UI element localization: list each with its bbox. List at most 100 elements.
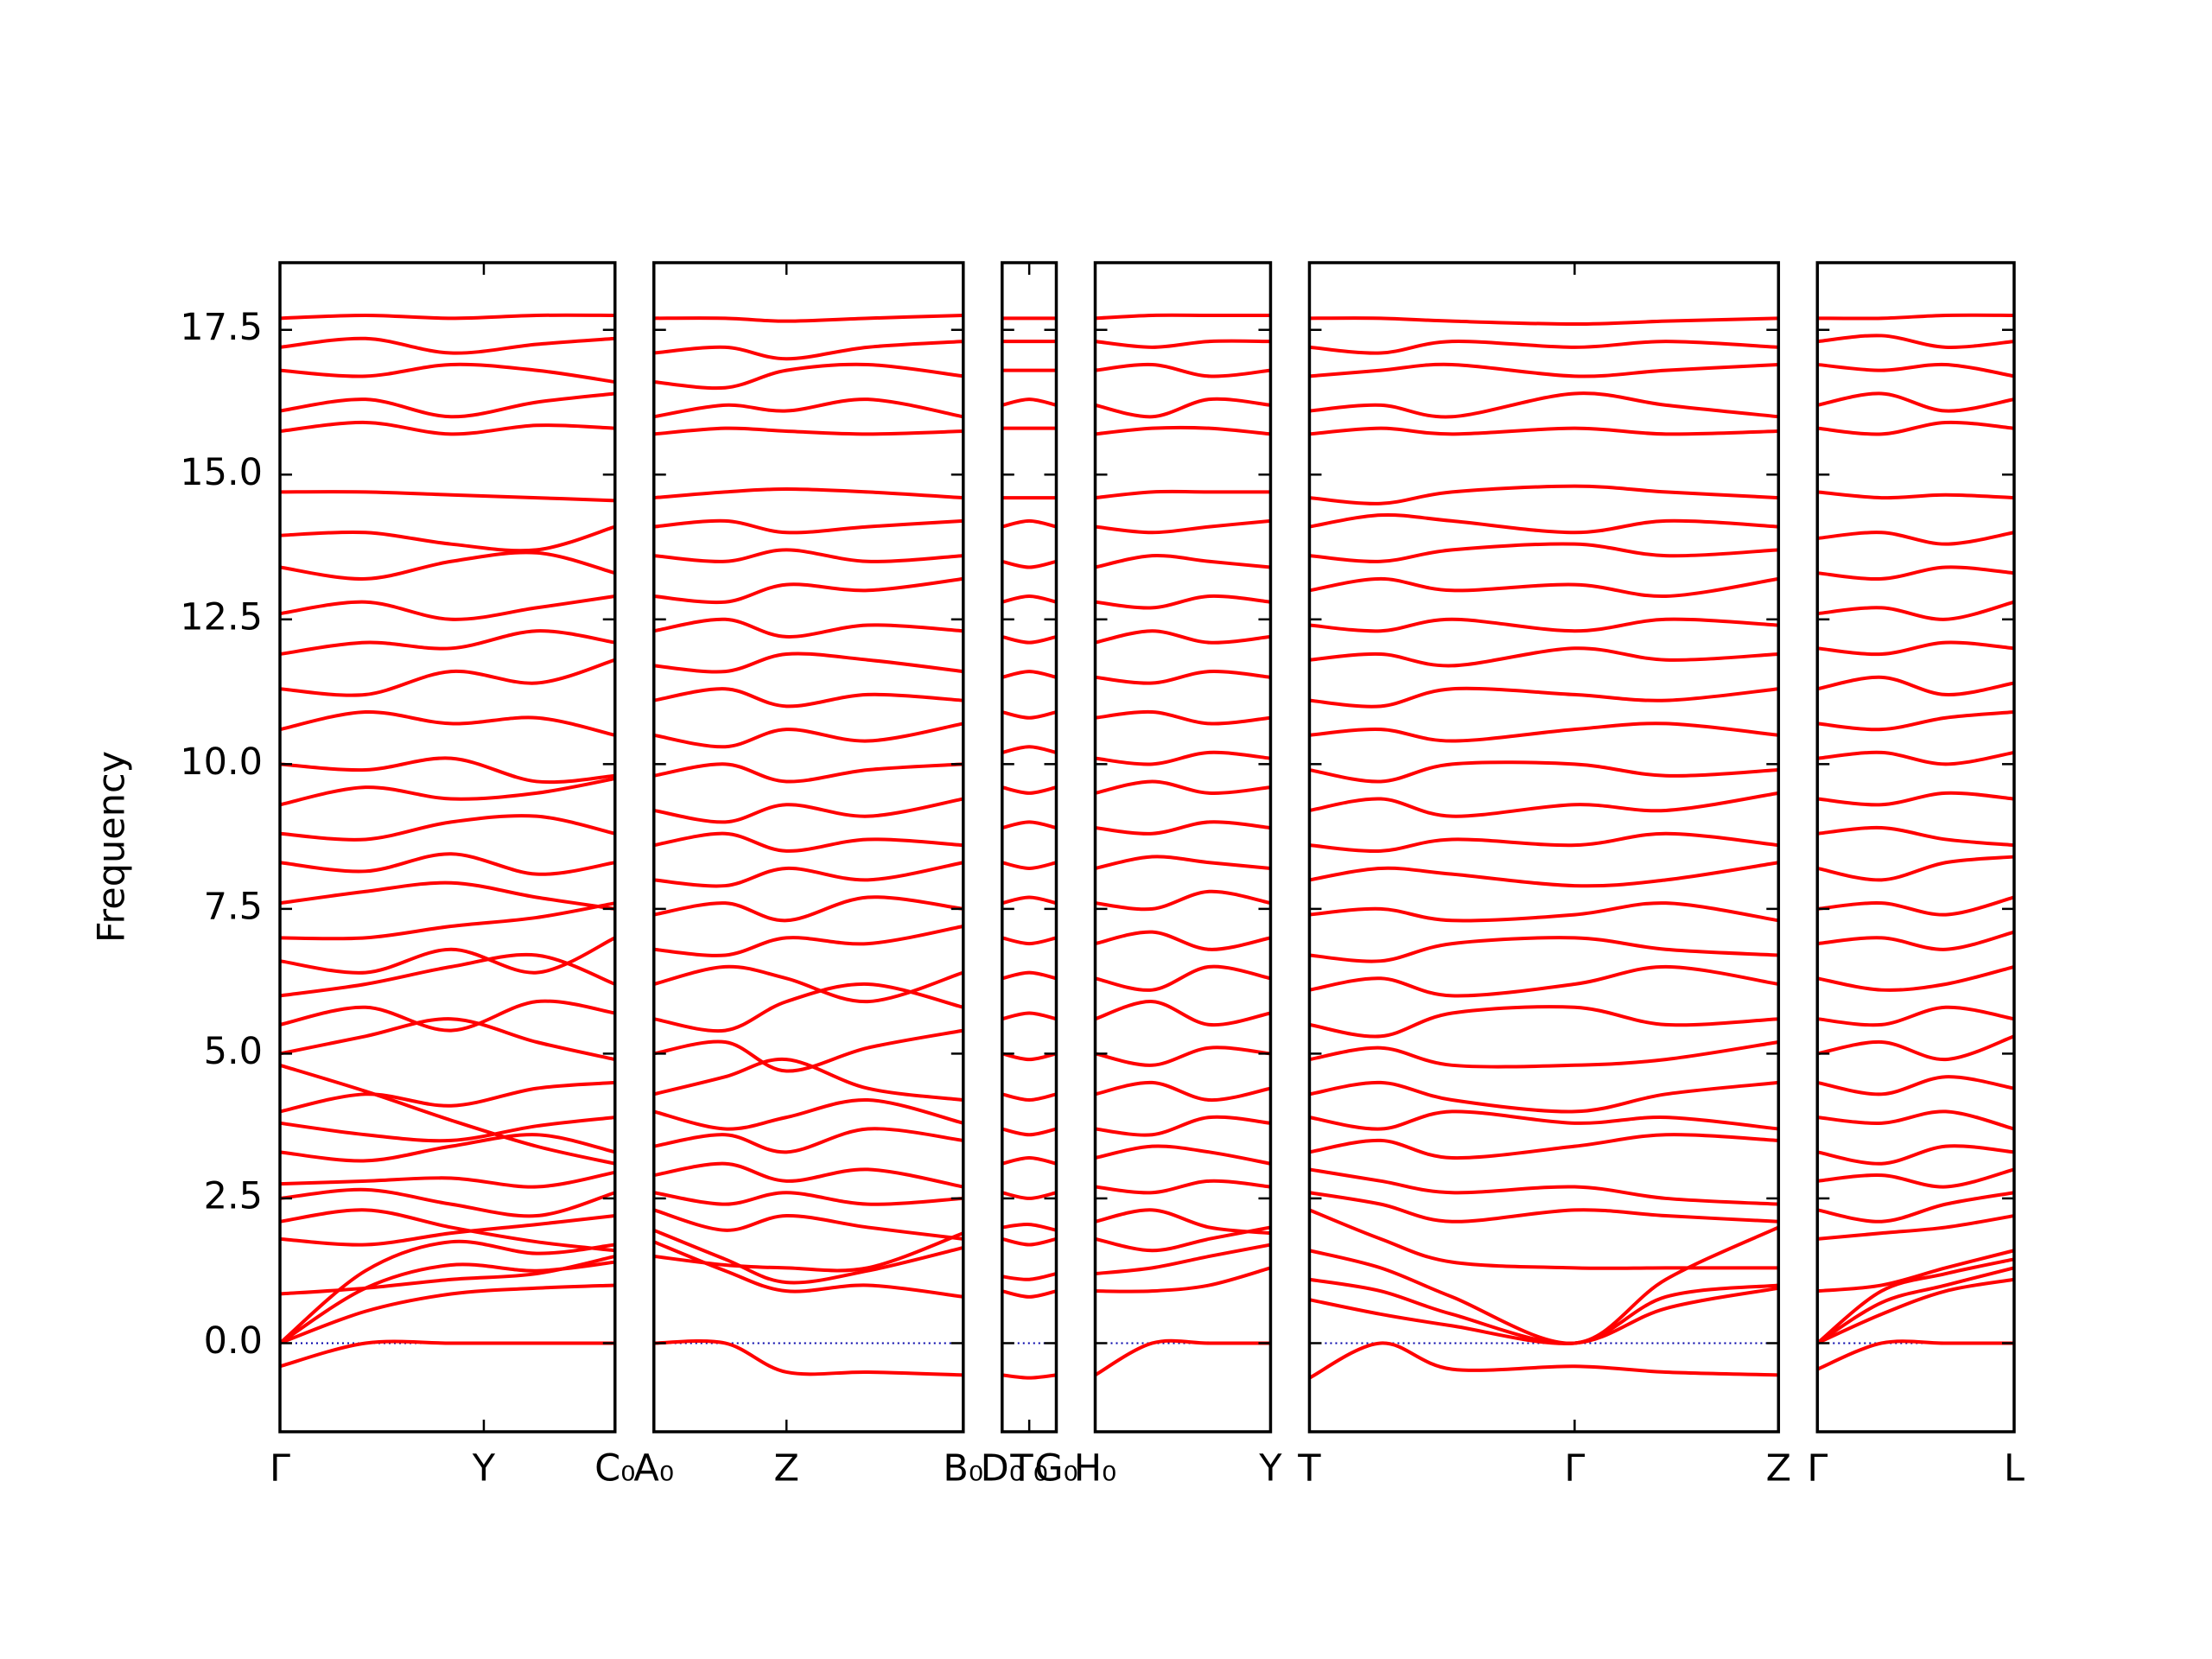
band-line: [1309, 861, 1779, 888]
band-line: [1309, 1191, 1779, 1224]
x-tick-label: H₀: [1074, 1447, 1117, 1491]
band-line: [1095, 1208, 1271, 1236]
band-line: [1001, 895, 1057, 906]
band-line: [1001, 1289, 1057, 1299]
band-line: [1309, 576, 1779, 599]
band-line: [1001, 1272, 1057, 1281]
band-line: [1001, 1127, 1057, 1137]
band-line: [1001, 559, 1057, 569]
band-line: [1817, 362, 2015, 378]
band-line: [1817, 334, 2015, 349]
band-line: [1095, 1243, 1271, 1276]
band-line: [1817, 313, 2015, 321]
band-line: [279, 852, 616, 876]
band-line: [1816, 1277, 2015, 1345]
band-line: [1095, 518, 1271, 535]
band-line: [1817, 1005, 2015, 1027]
y-tick-label: 12.5: [180, 595, 263, 639]
x-tick-label: L: [2004, 1447, 2024, 1491]
band-line: [1095, 855, 1271, 870]
band-line: [653, 1098, 964, 1131]
y-tick-label: 0.0: [204, 1319, 263, 1363]
band-line: [653, 762, 963, 784]
band-line: [279, 550, 616, 581]
y-tick-label: 5.0: [204, 1030, 263, 1073]
band-line: [1817, 930, 2015, 951]
band-line: [1001, 936, 1057, 946]
band-line: [279, 814, 616, 842]
band-line: [1001, 1011, 1057, 1021]
band-line: [1309, 1005, 1779, 1039]
band-line: [1816, 391, 2015, 413]
band-line: [653, 313, 963, 323]
x-tick-label: T₀: [1009, 1447, 1048, 1491]
band-line: [279, 391, 615, 419]
band-line: [1095, 339, 1271, 349]
band-line: [1309, 721, 1779, 743]
band-line: [1095, 1115, 1271, 1137]
band-line: [1816, 855, 2015, 882]
band-line: [653, 925, 964, 957]
band-line: [279, 1208, 615, 1253]
band-line: [1309, 1040, 1779, 1069]
x-tick-label: B₀: [943, 1447, 983, 1491]
band-line: [1817, 490, 2015, 500]
band-line: [1095, 670, 1271, 685]
band-line: [1001, 1052, 1057, 1062]
band-line: [279, 1080, 615, 1114]
band-line: [1817, 531, 2015, 546]
band-line: [1309, 760, 1779, 784]
band-line: [1001, 518, 1057, 529]
band-line: [653, 1057, 964, 1102]
y-axis-label: Frequency: [91, 751, 134, 943]
band-line: [1001, 745, 1057, 754]
band-line: [1095, 709, 1271, 726]
x-tick-label: A₀: [633, 1447, 674, 1491]
band-line: [1817, 600, 2015, 621]
band-line: [1095, 964, 1271, 992]
band-line: [1095, 594, 1271, 610]
band-line: [1001, 970, 1057, 981]
band-line: [1816, 964, 2015, 992]
band-line: [1308, 1208, 1779, 1270]
y-tick-label: 7.5: [204, 885, 263, 928]
band-line: [1309, 391, 1779, 419]
band-line: [1095, 1046, 1271, 1067]
band-line: [1816, 1257, 2015, 1345]
band-line: [653, 1161, 964, 1189]
band-line: [279, 1017, 616, 1062]
band-line: [1001, 785, 1057, 795]
band-line: [653, 797, 964, 824]
band-line: [1309, 426, 1779, 436]
band-line: [1817, 895, 2015, 917]
band-line: [1309, 513, 1779, 535]
band-line: [279, 1133, 616, 1163]
band-line: [1309, 936, 1779, 963]
band-line: [1309, 1133, 1779, 1160]
band-line: [653, 397, 964, 419]
band-line: [1817, 565, 2015, 581]
band-line: [1094, 1338, 1271, 1377]
band-line: [1308, 1341, 1779, 1380]
band-line: [1095, 397, 1271, 419]
band-line: [279, 594, 616, 621]
band-line: [1001, 820, 1057, 830]
band-line: [279, 1214, 615, 1247]
band-line: [653, 831, 963, 853]
band-line: [653, 721, 964, 749]
band-line: [1817, 710, 2015, 732]
band-line: [653, 1231, 964, 1273]
band-line: [1817, 825, 2015, 848]
band-line: [1095, 1179, 1271, 1195]
band-line: [279, 756, 615, 785]
band-line: [1095, 362, 1271, 378]
band-line: [279, 490, 615, 503]
x-tick-label: Γ: [1807, 1447, 1827, 1491]
band-line: [653, 617, 963, 639]
band-line: [653, 1191, 963, 1206]
band-line: [279, 336, 615, 355]
band-line: [279, 1283, 615, 1345]
band-line: [1094, 1000, 1271, 1027]
band-line: [653, 487, 963, 500]
